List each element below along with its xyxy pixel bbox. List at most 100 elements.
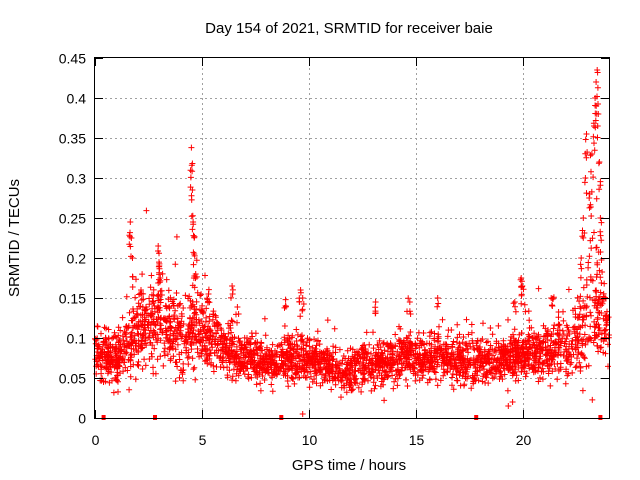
data-point (412, 341, 419, 348)
data-point (227, 358, 234, 365)
data-point (331, 325, 338, 332)
data-point (283, 365, 289, 372)
data-point (427, 353, 434, 360)
data-point (592, 117, 599, 124)
data-point (211, 349, 218, 356)
data-point (509, 399, 516, 405)
data-point (445, 327, 452, 334)
data-point (113, 376, 120, 383)
data-point (360, 347, 367, 354)
data-point (512, 352, 519, 359)
data-point (191, 233, 198, 240)
data-point (262, 332, 269, 339)
gap-marker (598, 415, 603, 420)
data-point (128, 345, 135, 352)
data-point (143, 207, 150, 214)
data-point (203, 357, 210, 364)
data-point (404, 347, 411, 354)
data-point (350, 374, 357, 381)
data-point (118, 347, 125, 354)
data-point (285, 383, 292, 390)
data-point (187, 340, 194, 347)
data-point (237, 368, 244, 375)
data-point (268, 381, 275, 388)
data-point (220, 333, 227, 340)
data-point (594, 123, 601, 129)
data-point (602, 350, 609, 357)
data-point (551, 361, 558, 367)
data-point (396, 356, 403, 363)
data-point (269, 374, 276, 381)
data-point (520, 351, 527, 358)
data-point (198, 291, 205, 298)
data-point (487, 325, 494, 331)
data-point (339, 360, 345, 367)
data-point (132, 314, 139, 320)
data-point (245, 353, 252, 360)
data-point (215, 340, 221, 347)
data-point (444, 333, 451, 340)
data-point (265, 364, 272, 371)
data-point (597, 274, 604, 281)
data-point (587, 273, 594, 280)
data-point (112, 351, 119, 357)
data-point (380, 339, 387, 346)
data-point (206, 347, 213, 354)
data-point (115, 363, 122, 370)
data-point (313, 380, 320, 387)
data-point (450, 351, 456, 358)
data-point (591, 229, 597, 236)
data-point (129, 273, 136, 280)
data-point (122, 323, 129, 330)
data-point (155, 305, 161, 312)
data-point (206, 313, 213, 320)
data-point (111, 364, 118, 371)
data-point (385, 373, 392, 380)
data-point (139, 366, 146, 372)
data-point (306, 364, 313, 371)
data-point (273, 371, 280, 378)
data-point (432, 376, 439, 383)
data-point (406, 308, 413, 315)
data-point (453, 377, 460, 384)
data-point (287, 340, 294, 347)
data-point (150, 364, 156, 371)
data-point (257, 380, 264, 387)
data-point (228, 294, 234, 301)
data-point (161, 340, 168, 347)
data-point (200, 327, 207, 334)
data-point (132, 376, 139, 383)
data-point (601, 280, 608, 287)
data-point (431, 363, 438, 370)
data-point (399, 346, 405, 353)
data-point (593, 79, 600, 85)
data-point (153, 331, 159, 338)
data-point (321, 374, 328, 381)
data-point (119, 333, 126, 340)
x-tick-label: 5 (199, 432, 207, 448)
data-point (191, 364, 198, 371)
data-point (525, 338, 532, 345)
y-tick-label: 0.1 (67, 331, 87, 347)
data-point (545, 327, 551, 333)
data-point (302, 348, 309, 355)
data-point (492, 365, 499, 372)
data-point (309, 378, 316, 385)
data-point (139, 344, 146, 351)
data-point (391, 378, 398, 385)
data-point (366, 341, 373, 348)
data-point (369, 355, 376, 362)
data-point (450, 386, 457, 393)
data-point (518, 284, 525, 291)
y-tick-label: 0.2 (67, 251, 87, 267)
data-point (463, 340, 470, 347)
data-point (533, 333, 540, 340)
data-point (155, 263, 162, 270)
data-point (593, 195, 600, 202)
data-point (103, 325, 109, 332)
data-point (574, 355, 580, 362)
data-point (255, 359, 262, 366)
data-point (126, 386, 133, 393)
data-point (248, 374, 255, 381)
data-point (357, 367, 363, 374)
